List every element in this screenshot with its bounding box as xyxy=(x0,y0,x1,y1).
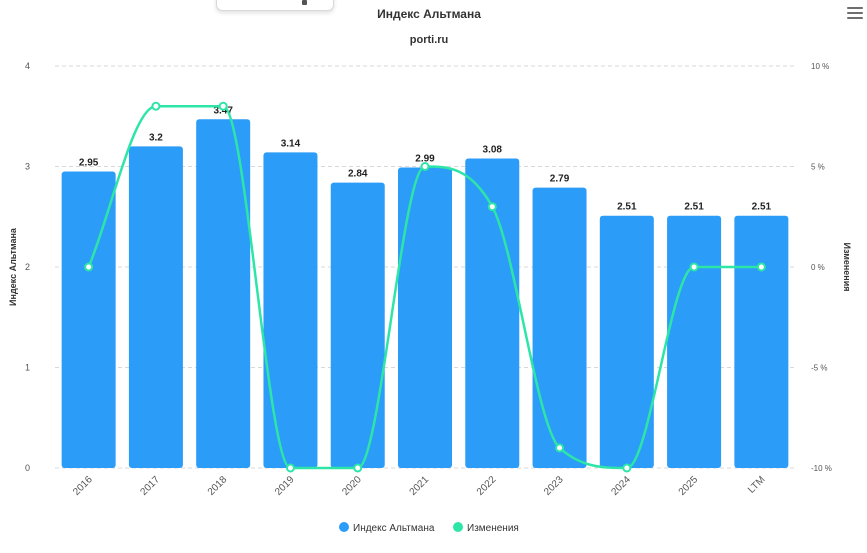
y-left-tick-label: 2 xyxy=(25,262,30,272)
change-point xyxy=(353,463,363,473)
change-point xyxy=(689,262,699,272)
bar-data-label: 2.51 xyxy=(684,202,704,213)
x-tick-label: 2016 xyxy=(71,474,95,498)
change-point xyxy=(84,262,94,272)
chart-subtitle: porti.ru xyxy=(410,34,449,46)
y-left-tick-label: 1 xyxy=(25,363,30,373)
bar xyxy=(532,187,587,469)
change-point xyxy=(151,101,161,111)
bar xyxy=(196,119,251,468)
bar-data-label: 2.51 xyxy=(752,202,772,213)
x-tick-label: 2021 xyxy=(408,474,432,498)
legend-label-altman: Индекс Альтмана xyxy=(353,523,435,534)
y-left-axis-title: Индекс Альтмана xyxy=(8,227,18,306)
y-left-tick-label: 3 xyxy=(25,162,30,172)
change-point xyxy=(218,101,228,111)
x-tick-label: 2019 xyxy=(273,474,297,498)
y-right-tick-label: -5 % xyxy=(811,364,827,373)
change-point xyxy=(487,202,497,212)
bar-data-label: 3.14 xyxy=(281,138,301,149)
change-point xyxy=(285,463,295,473)
bar-data-label: 2.99 xyxy=(415,154,435,165)
bar xyxy=(128,146,183,468)
legend-marker-changes xyxy=(453,522,463,532)
x-tick-label: 2023 xyxy=(542,474,566,498)
y-left-tick-label: 4 xyxy=(25,61,30,71)
bar-data-label: 2.79 xyxy=(550,174,570,185)
x-tick-label: 2022 xyxy=(475,474,499,498)
bar xyxy=(330,182,385,468)
x-tick-label: 2017 xyxy=(139,474,163,498)
bar xyxy=(61,171,116,468)
bar xyxy=(465,158,520,468)
chart-title: Индекс Альтмана xyxy=(377,7,481,21)
x-tick-label: 2024 xyxy=(609,474,633,498)
bar-data-label: 2.95 xyxy=(79,158,99,169)
bar-data-label: 3.08 xyxy=(483,144,503,155)
y-right-tick-label: 10 % xyxy=(811,62,829,71)
bar xyxy=(263,152,318,468)
change-point xyxy=(420,162,430,171)
bar-data-label: 3.2 xyxy=(149,132,163,143)
y-right-tick-label: -10 % xyxy=(811,464,832,473)
tooltip-fragment xyxy=(216,0,334,11)
x-tick-label: 2025 xyxy=(677,474,701,498)
bar xyxy=(667,215,722,468)
y-right-tick-label: 0 % xyxy=(811,263,825,272)
x-tick-label: 2018 xyxy=(206,474,230,498)
hamburger-menu-icon[interactable] xyxy=(847,7,863,21)
y-left-tick-label: 0 xyxy=(25,463,30,473)
x-tick-label: LTM xyxy=(746,474,767,495)
bar-data-label: 2.84 xyxy=(348,169,368,180)
bar-data-label: 2.51 xyxy=(617,202,637,213)
y-right-tick-label: 5 % xyxy=(811,163,825,172)
bar xyxy=(599,215,654,468)
legend-label-changes: Изменения xyxy=(467,523,519,534)
legend-marker-altman xyxy=(339,522,349,532)
change-point xyxy=(555,443,565,453)
change-point xyxy=(622,463,632,473)
change-point xyxy=(756,262,766,272)
bar xyxy=(398,167,452,468)
bar-data-label: 3.47 xyxy=(213,105,233,116)
bar xyxy=(734,215,789,468)
y-right-axis-title: Изменения xyxy=(842,242,852,291)
x-tick-label: 2020 xyxy=(340,474,364,498)
